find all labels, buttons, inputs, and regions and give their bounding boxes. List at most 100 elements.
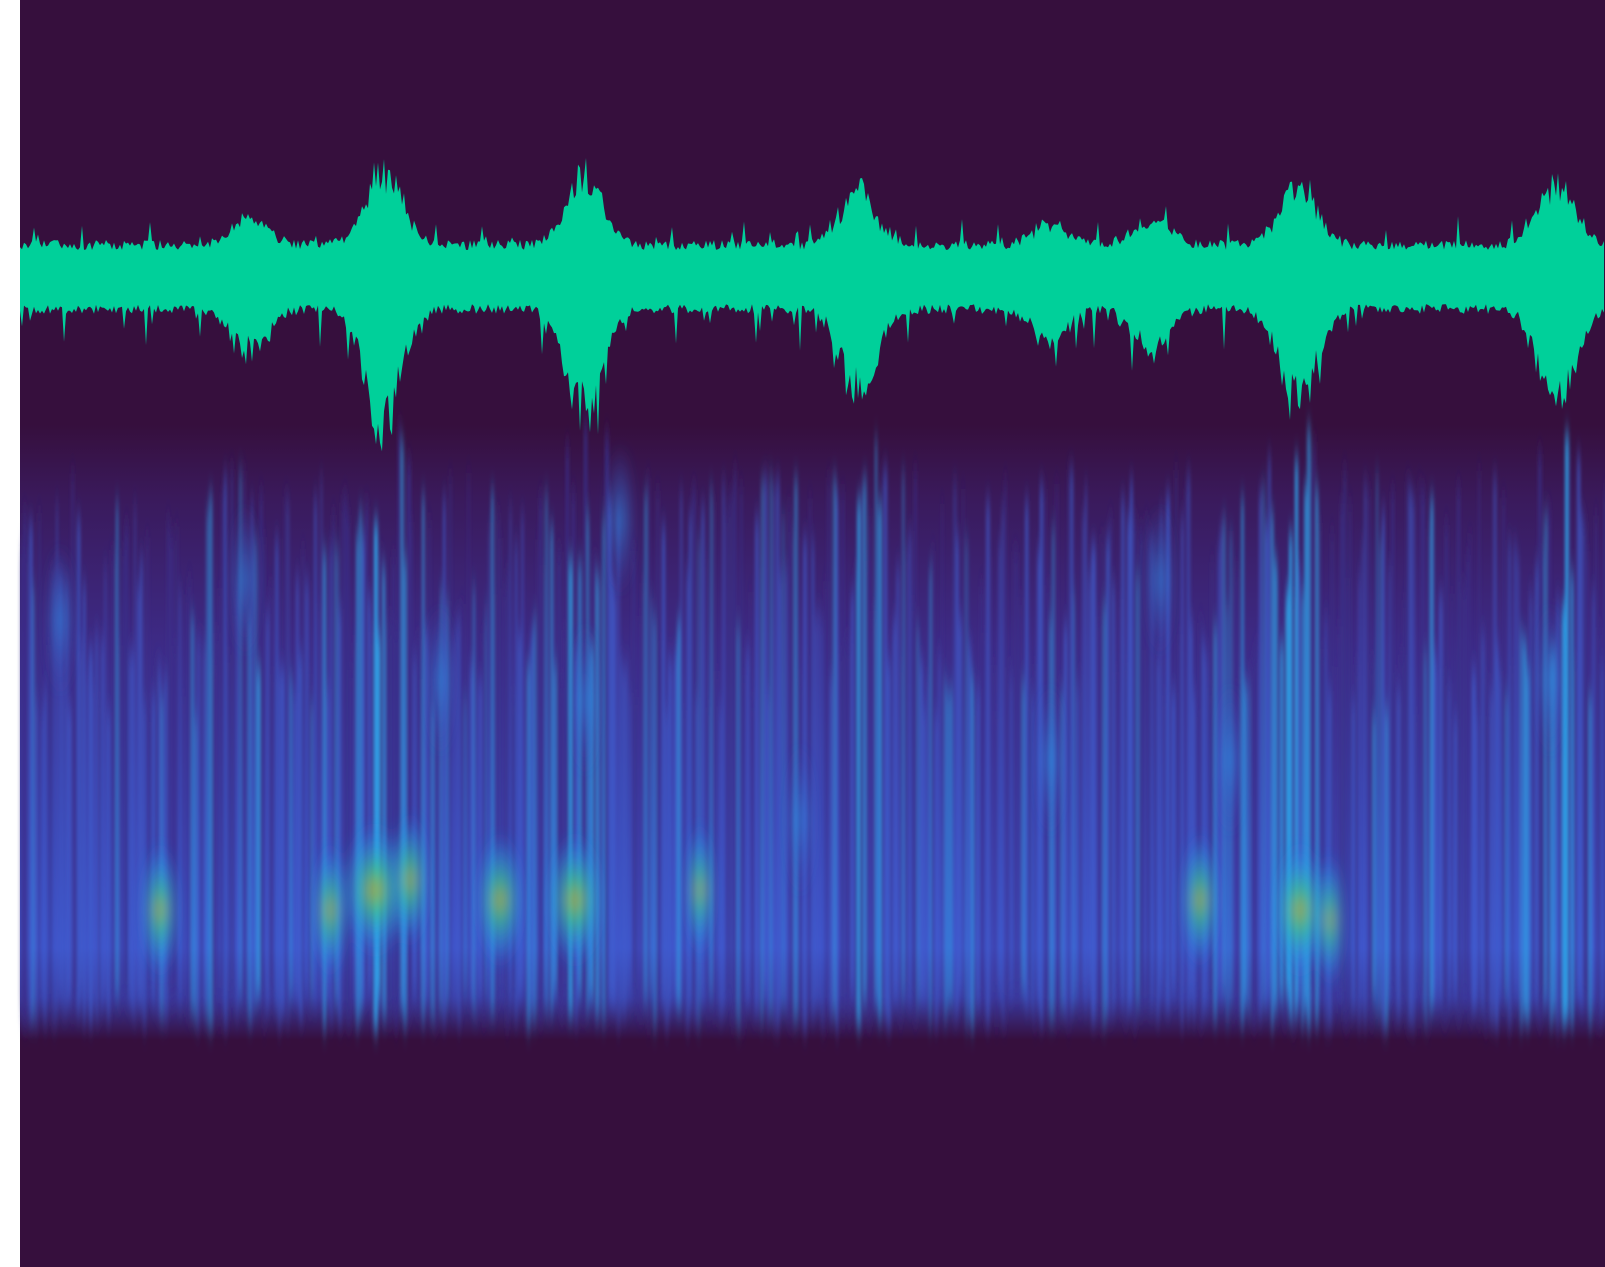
streak xyxy=(1373,716,1376,995)
streak xyxy=(1496,644,1499,1028)
streak xyxy=(389,617,393,1020)
streak xyxy=(107,712,111,1019)
streak xyxy=(545,492,548,1012)
streak xyxy=(1112,583,1116,1012)
streak xyxy=(395,631,398,1027)
streak xyxy=(368,594,371,991)
streak xyxy=(92,684,95,1003)
streak xyxy=(239,469,242,998)
hotspot xyxy=(1180,830,1220,970)
glow xyxy=(1216,680,1244,840)
streak xyxy=(605,435,609,1013)
streak xyxy=(1019,597,1022,991)
streak xyxy=(527,662,531,1029)
streak xyxy=(1421,491,1425,996)
glow xyxy=(786,740,814,900)
streak xyxy=(1130,480,1133,1002)
streak xyxy=(1397,691,1401,1018)
streak xyxy=(542,565,545,991)
streak xyxy=(398,426,402,1001)
streak xyxy=(980,586,983,1003)
streak xyxy=(740,486,743,1028)
streak xyxy=(1307,426,1311,1029)
streak xyxy=(278,666,281,1029)
streak xyxy=(1595,515,1598,1024)
streak xyxy=(1094,544,1097,1020)
streak xyxy=(281,669,285,1013)
streak xyxy=(956,535,959,1012)
streak xyxy=(656,490,660,1012)
streak xyxy=(1022,682,1026,992)
streak xyxy=(1061,690,1064,1010)
streak xyxy=(1115,672,1118,993)
streak xyxy=(1598,627,1602,1025)
streak xyxy=(1361,540,1364,1011)
streak xyxy=(902,471,905,998)
streak xyxy=(752,699,755,1017)
streak xyxy=(1508,539,1512,1029)
streak xyxy=(866,561,869,1020)
streak xyxy=(1310,461,1313,991)
streak xyxy=(1436,668,1439,1013)
streak xyxy=(506,570,509,1029)
streak xyxy=(83,583,86,1023)
streak xyxy=(842,492,845,1022)
streak xyxy=(1466,554,1469,1000)
streak xyxy=(767,694,770,1022)
streak xyxy=(1238,678,1241,1010)
streak xyxy=(137,585,141,1005)
streak xyxy=(965,538,969,1029)
streak xyxy=(770,474,773,1016)
streak xyxy=(761,479,764,1022)
streak xyxy=(443,497,446,1022)
streak xyxy=(1340,503,1344,992)
streak xyxy=(206,508,209,1025)
streak xyxy=(242,470,246,1010)
streak xyxy=(974,707,977,1017)
streak xyxy=(125,526,129,1000)
streak xyxy=(1478,470,1481,1026)
streak xyxy=(194,717,198,1022)
streak xyxy=(959,617,962,991)
streak xyxy=(1457,487,1461,1019)
streak xyxy=(20,546,24,1016)
hotspot xyxy=(545,830,605,970)
streak xyxy=(182,696,185,998)
streak xyxy=(374,521,378,1030)
streak xyxy=(1289,533,1293,1017)
streak xyxy=(1538,453,1542,1023)
streak xyxy=(1106,537,1110,1013)
streak xyxy=(773,484,776,1028)
streak xyxy=(551,525,554,1011)
streak xyxy=(383,566,386,1019)
streak xyxy=(1292,597,1296,1030)
streak xyxy=(1559,612,1562,1010)
streak xyxy=(104,564,107,1000)
streak xyxy=(35,699,38,1025)
streak xyxy=(677,620,681,1009)
streak xyxy=(29,522,33,1022)
streak xyxy=(65,582,69,1011)
streak xyxy=(200,637,204,1010)
streak xyxy=(113,556,117,991)
streak xyxy=(215,633,219,996)
streak xyxy=(98,699,101,1018)
streak xyxy=(1190,620,1193,997)
streak xyxy=(143,703,147,1028)
streak xyxy=(1391,491,1395,993)
streak xyxy=(266,613,269,1010)
streak xyxy=(1556,598,1560,1030)
streak xyxy=(179,589,182,1010)
streak xyxy=(332,515,335,1016)
streak xyxy=(95,631,99,1018)
streak xyxy=(245,612,248,1007)
streak xyxy=(926,674,929,1008)
streak xyxy=(311,705,314,997)
streak xyxy=(698,539,701,1029)
streak xyxy=(455,618,458,1010)
streak xyxy=(1136,575,1140,1004)
glow xyxy=(46,540,74,700)
streak xyxy=(338,608,342,1023)
streak xyxy=(821,619,824,1029)
